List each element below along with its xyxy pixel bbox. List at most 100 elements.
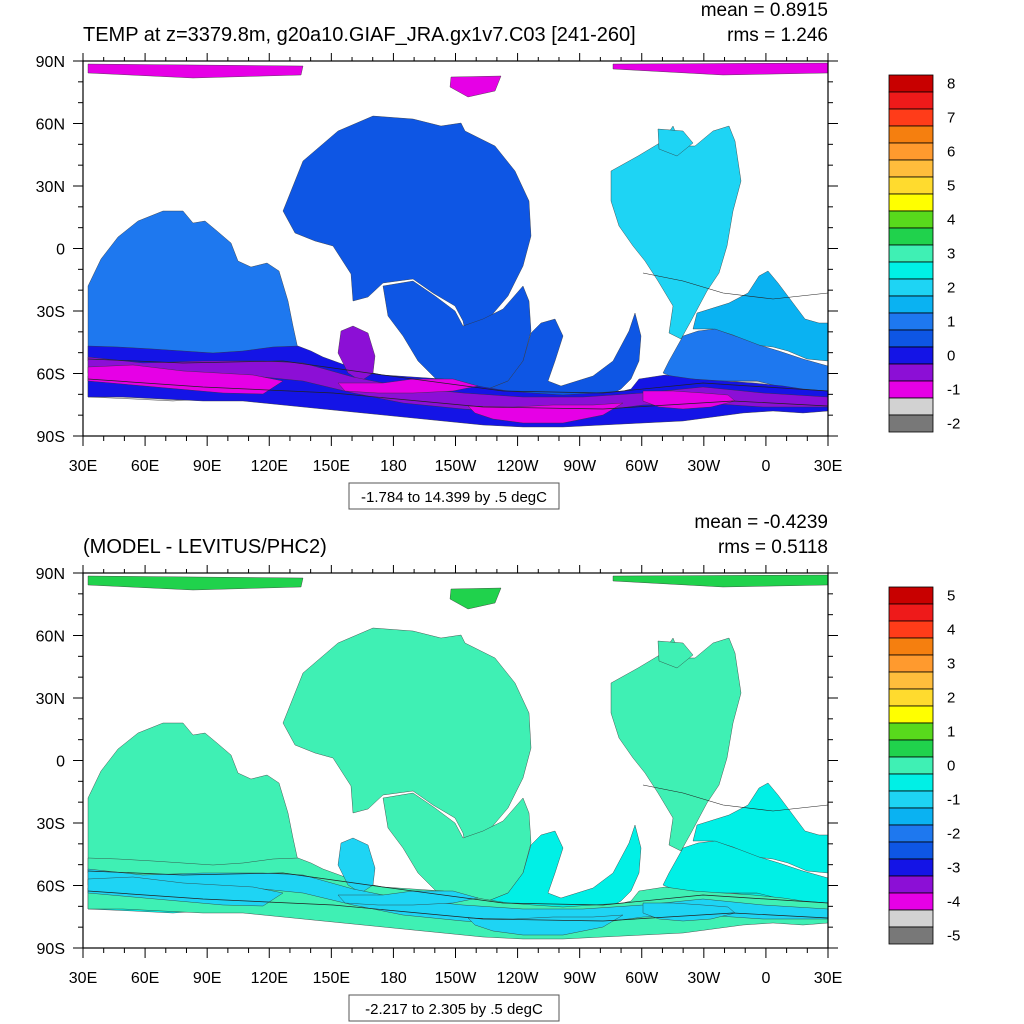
lon-label: 60W [625,970,659,987]
colorbar-swatch [888,210,934,229]
colorbar-label: -2 [947,416,960,433]
contour-line [642,272,829,300]
colorbar-label: 2 [947,690,955,707]
lon-label: 30E [814,970,842,987]
lon-label: 90E [193,970,221,987]
ocean-region-arctic [612,62,829,76]
lon-label: 150E [313,458,350,475]
temperature-map-panel: TEMP at z=3379.8m, g20a10.GIAF_JRA.gx1v7… [36,0,960,510]
colorbar-swatch [888,620,934,639]
lon-label: 120W [497,458,540,475]
ocean-region-antarctic-rim [87,364,284,395]
ocean-region-arctic [449,587,502,610]
lon-label: 90E [193,458,221,475]
colorbar-label: 7 [947,110,955,127]
colorbar-swatch [888,756,934,775]
colorbar-swatch [888,926,934,945]
colorbar-label: 3 [947,656,955,673]
colorbar-swatch [888,824,934,843]
lon-label: 30E [69,458,97,475]
colorbar-swatch [888,414,934,433]
ocean-region-arctic [87,63,304,79]
colorbar-swatch [888,875,934,894]
lon-label: 120E [251,458,288,475]
difference-map-panel: (MODEL - LEVITUS/PHC2) mean = -0.4239 rms … [36,512,960,1022]
lon-label: 90W [563,458,597,475]
lon-label: 30E [69,970,97,987]
colorbar-label: 2 [947,280,955,297]
colorbar-swatch [888,773,934,792]
lat-label: 60N [36,629,65,646]
colorbar-label: 8 [947,76,955,93]
colorbar-swatch [888,244,934,263]
colorbar-swatch [888,312,934,331]
lat-label: 30N [36,179,65,196]
contour-range-box [348,482,560,510]
colorbar-swatch [888,193,934,212]
lat-label: 90N [36,54,65,71]
colorbar-swatch [888,654,934,673]
colorbar-swatch [888,586,934,605]
colorbar-swatch [888,261,934,280]
colorbar-swatch [888,688,934,707]
map-plot [82,572,829,949]
ocean-region-north-atlantic [657,640,694,669]
lon-label: 120W [497,970,540,987]
colorbar-swatch [888,671,934,690]
lon-label: 60E [131,458,159,475]
colorbar-swatch [888,278,934,297]
ocean-region-arctic [449,75,502,98]
colorbar-swatch [888,227,934,246]
colorbar-swatch [888,142,934,161]
colorbar-label: -2 [947,826,960,843]
colorbar-label: 3 [947,246,955,263]
lat-label: 30S [37,304,65,321]
ocean-region-antarctic-rim [87,876,284,907]
colorbar-swatch [888,91,934,110]
mean-label: mean = -0.4239 [694,512,828,533]
lat-label: 90N [36,566,65,583]
colorbar-swatch [888,892,934,911]
colorbar-swatch [888,637,934,656]
contour-range-label: -2.217 to 2.305 by .5 degC [365,1001,543,1018]
lon-label: 90W [563,970,597,987]
colorbar-swatch [888,159,934,178]
contour-line [642,784,829,812]
ocean-region-antarctic-rim [467,402,624,424]
lon-label: 120E [251,970,288,987]
lon-label: 60E [131,970,159,987]
colorbar-swatch [888,841,934,860]
lon-label: 0 [761,458,770,475]
lon-label: 30W [687,970,721,987]
lat-label: 60N [36,117,65,134]
colorbar-swatch [888,295,934,314]
colorbar-swatch [888,346,934,365]
colorbar-swatch [888,397,934,416]
colorbar-swatch [888,858,934,877]
lon-label: 0 [761,970,770,987]
lat-label: 30S [37,816,65,833]
colorbar-label: 1 [947,724,955,741]
colorbar-label: 5 [947,178,955,195]
colorbar-swatch [888,329,934,348]
ocean-region-arctic [612,574,829,588]
colorbar-swatch [888,363,934,382]
lon-label: 30E [814,458,842,475]
lon-label: 150W [435,458,478,475]
lon-label: 180 [380,458,407,475]
colorbar-label: 4 [947,622,955,639]
colorbar-swatch [888,722,934,741]
colorbar-swatch [888,74,934,93]
rms-label: rms = 1.246 [727,25,828,46]
colorbar-swatch [888,790,934,809]
colorbar-label: 6 [947,144,955,161]
colorbar-swatch [888,380,934,399]
colorbar-swatch [888,807,934,826]
ocean-region-southern-deep [337,325,376,382]
ocean-region-arctic [87,575,304,591]
rms-label: rms = 0.5118 [718,537,828,558]
lat-label: 0 [56,242,65,259]
ocean-region-north-atlantic [657,128,694,157]
contour-line [87,870,829,906]
colorbar-swatch [888,125,934,144]
